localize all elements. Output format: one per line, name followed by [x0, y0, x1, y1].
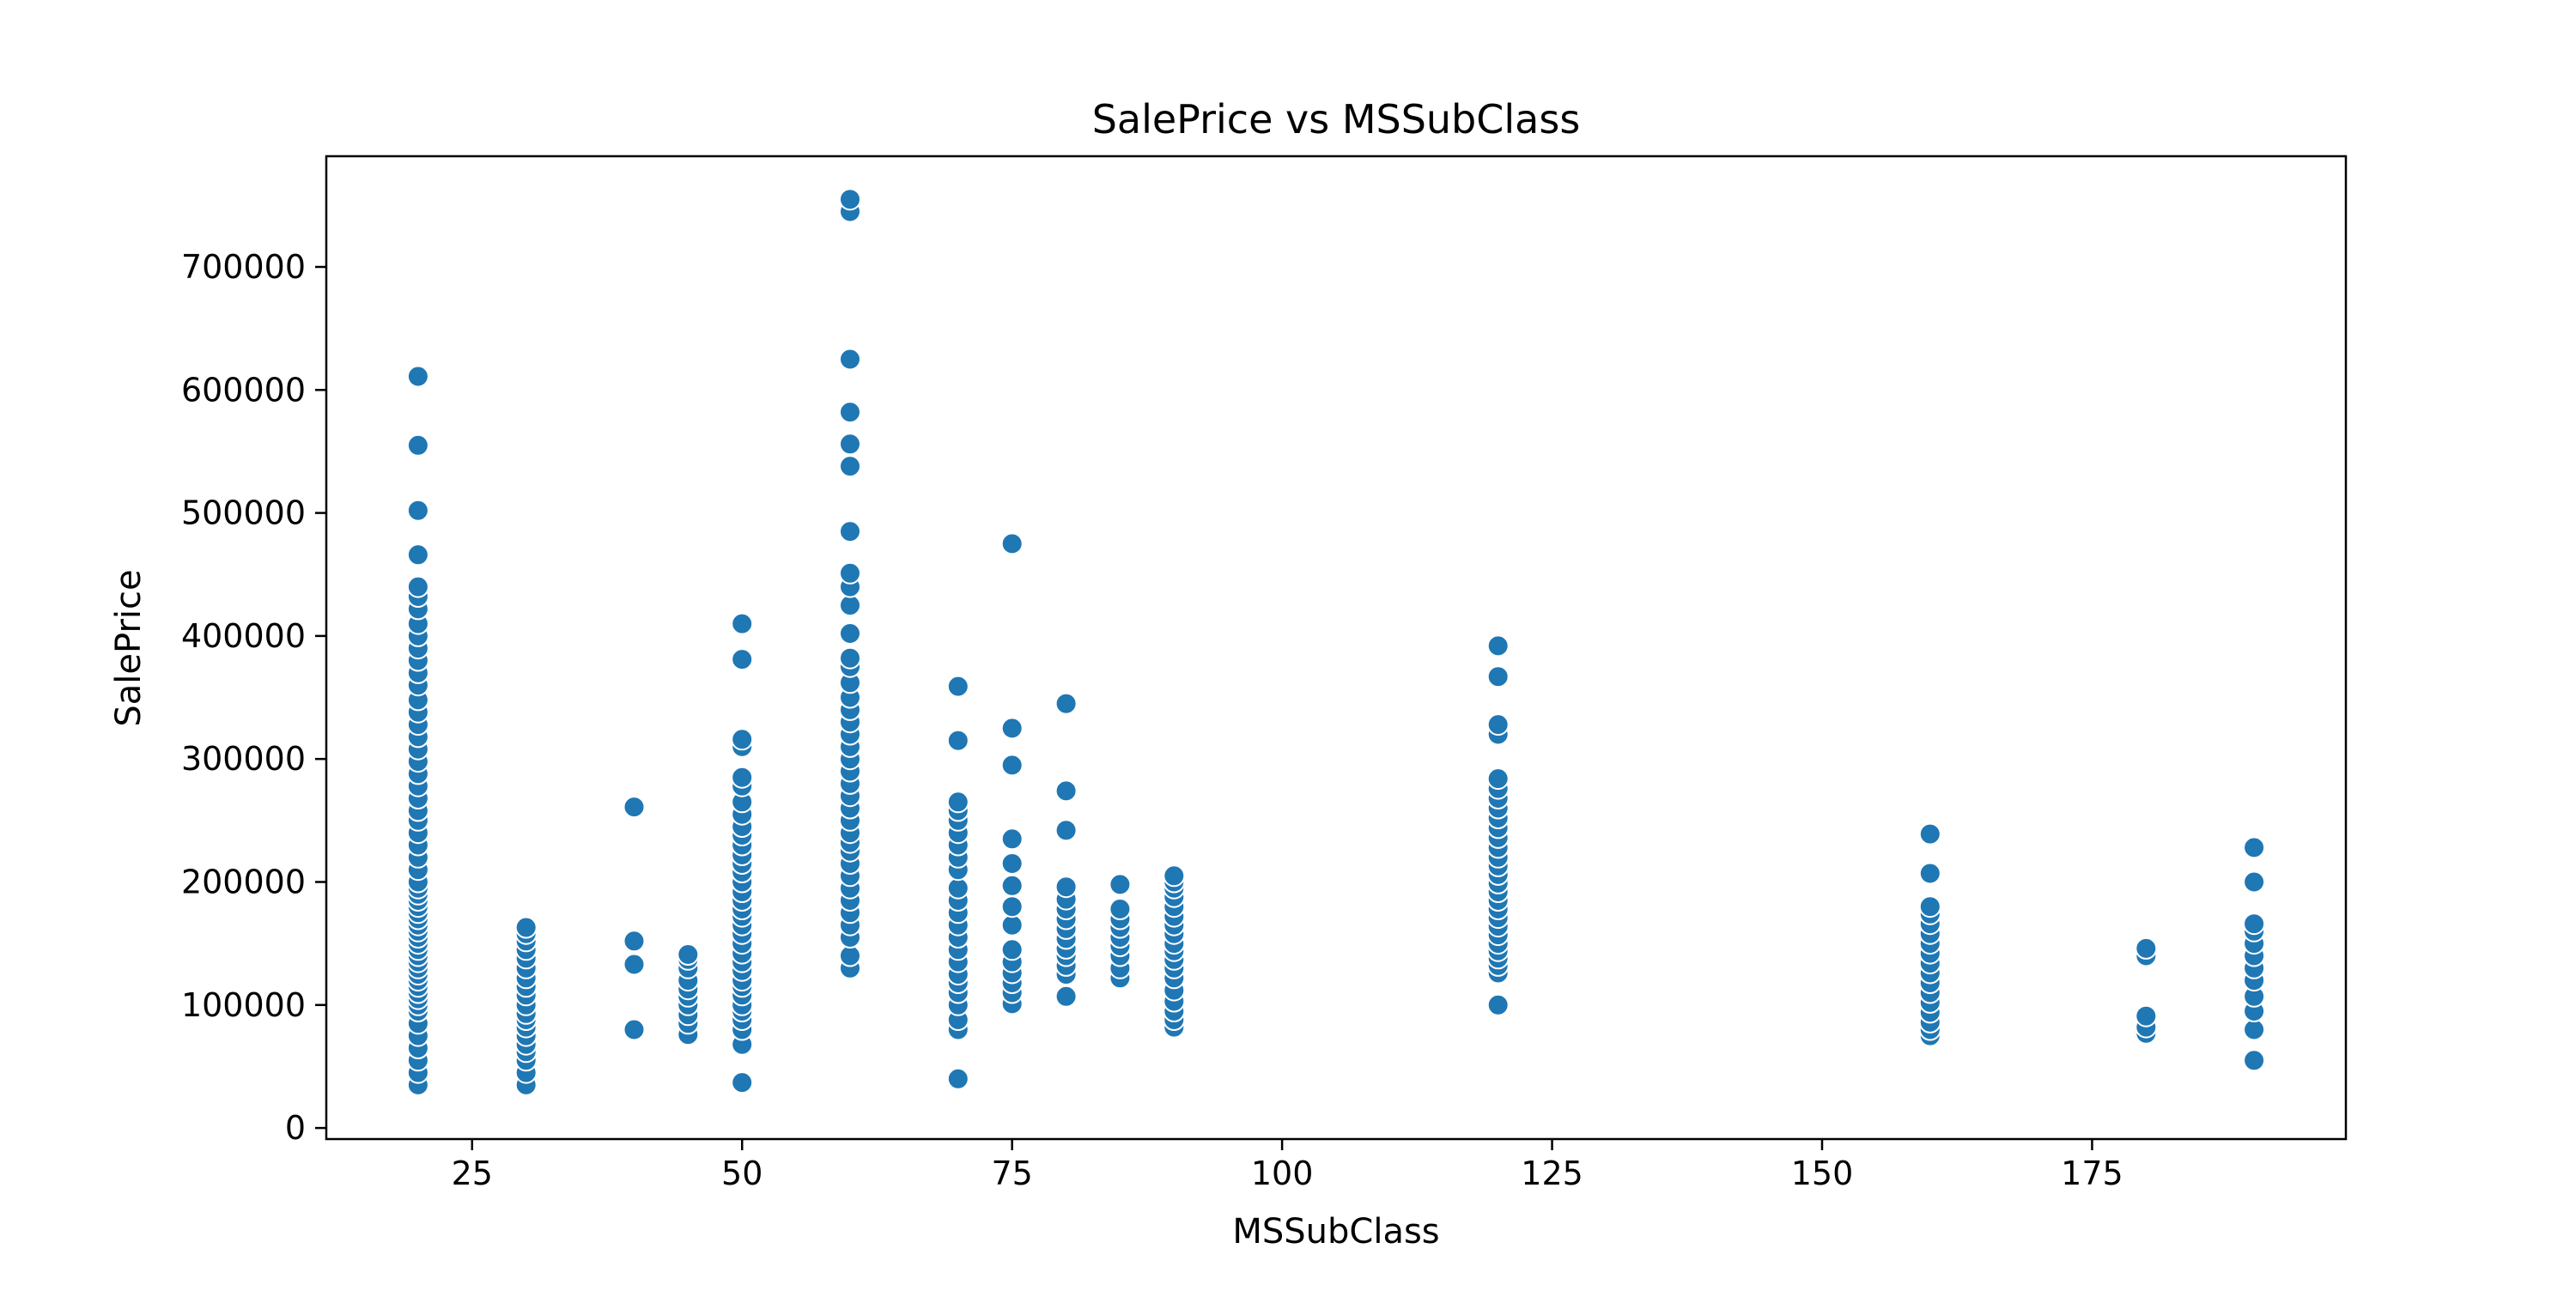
y-tick-label: 700000	[181, 248, 306, 286]
plot-frame	[325, 155, 2348, 1141]
data-point	[1054, 779, 1078, 803]
data-point	[623, 796, 646, 819]
data-point	[839, 646, 861, 670]
data-point	[839, 348, 861, 371]
data-point	[839, 594, 861, 617]
data-point	[1000, 754, 1024, 777]
points-layer	[406, 188, 2266, 1096]
data-point	[2243, 836, 2266, 859]
data-point	[1000, 852, 1024, 875]
data-point	[946, 876, 969, 900]
data-point	[1109, 898, 1132, 920]
data-point	[839, 561, 861, 585]
data-point	[839, 401, 861, 424]
x-tick-label: 75	[991, 1155, 1032, 1192]
data-point	[839, 622, 861, 645]
data-point	[731, 1071, 754, 1094]
x-tick-label: 25	[452, 1155, 493, 1192]
data-point	[839, 455, 861, 478]
data-point	[946, 791, 969, 814]
data-point	[2243, 1018, 2266, 1041]
data-point	[1486, 713, 1510, 736]
y-tick-label: 300000	[181, 740, 306, 778]
data-point	[731, 728, 754, 751]
data-point	[2135, 1004, 2158, 1027]
x-tick-label: 150	[1791, 1155, 1854, 1192]
data-point	[2135, 936, 2158, 960]
data-point	[406, 543, 429, 567]
data-point	[1163, 864, 1186, 888]
data-point	[2243, 870, 2266, 894]
x-axis-label: MSSubClass	[1232, 1212, 1439, 1252]
data-point	[2243, 1049, 2266, 1072]
data-point	[514, 916, 538, 939]
data-point	[2243, 912, 2266, 936]
data-point	[1054, 876, 1078, 899]
data-point	[946, 729, 969, 752]
data-point	[623, 930, 646, 953]
data-point	[623, 953, 646, 976]
y-tick-label: 400000	[181, 617, 306, 655]
y-tick-label: 200000	[181, 863, 306, 900]
y-tick-label: 0	[285, 1109, 306, 1147]
data-point	[1486, 634, 1510, 658]
data-point	[1000, 895, 1024, 918]
chart-title: SalePrice vs MSSubClass	[1092, 96, 1581, 142]
data-point	[1486, 993, 1510, 1016]
data-point	[1054, 985, 1078, 1008]
data-point	[946, 1067, 969, 1090]
data-point	[1486, 767, 1510, 791]
data-point	[1000, 827, 1024, 851]
x-tick-label: 175	[2061, 1155, 2123, 1192]
data-point	[1486, 665, 1510, 688]
x-tick-label: 50	[721, 1155, 762, 1192]
data-point	[946, 675, 969, 698]
data-point	[1918, 862, 1941, 885]
y-tick-label: 100000	[181, 986, 306, 1024]
y-tick-label: 600000	[181, 371, 306, 409]
data-point	[839, 188, 861, 211]
data-point	[406, 575, 429, 598]
data-point	[1000, 874, 1024, 897]
data-point	[1918, 895, 1941, 918]
data-point	[731, 766, 754, 789]
data-point	[1000, 938, 1024, 961]
data-point	[1054, 692, 1078, 715]
data-point	[839, 433, 861, 456]
data-point	[839, 944, 861, 967]
data-point	[1000, 532, 1024, 555]
data-point	[406, 499, 429, 522]
data-point	[731, 612, 754, 635]
data-point	[1000, 717, 1024, 740]
x-tick-label: 100	[1251, 1155, 1314, 1192]
data-point	[1109, 873, 1132, 896]
data-point	[731, 648, 754, 671]
y-axis-label: SalePrice	[109, 569, 149, 726]
y-axis: 0 100000 200000 300000 400000 500000 600000 700…	[181, 248, 326, 1147]
y-tick-label: 500000	[181, 494, 306, 532]
data-point	[839, 520, 861, 543]
x-tick-label: 125	[1521, 1155, 1583, 1192]
data-point	[677, 943, 700, 966]
data-point	[623, 1018, 646, 1041]
data-point	[1918, 822, 1941, 846]
data-point	[406, 365, 429, 388]
data-point	[1054, 819, 1078, 842]
data-point	[1000, 913, 1024, 936]
data-point	[406, 433, 429, 457]
x-axis: 25 50 75 100 125 150 175	[452, 1139, 2123, 1192]
